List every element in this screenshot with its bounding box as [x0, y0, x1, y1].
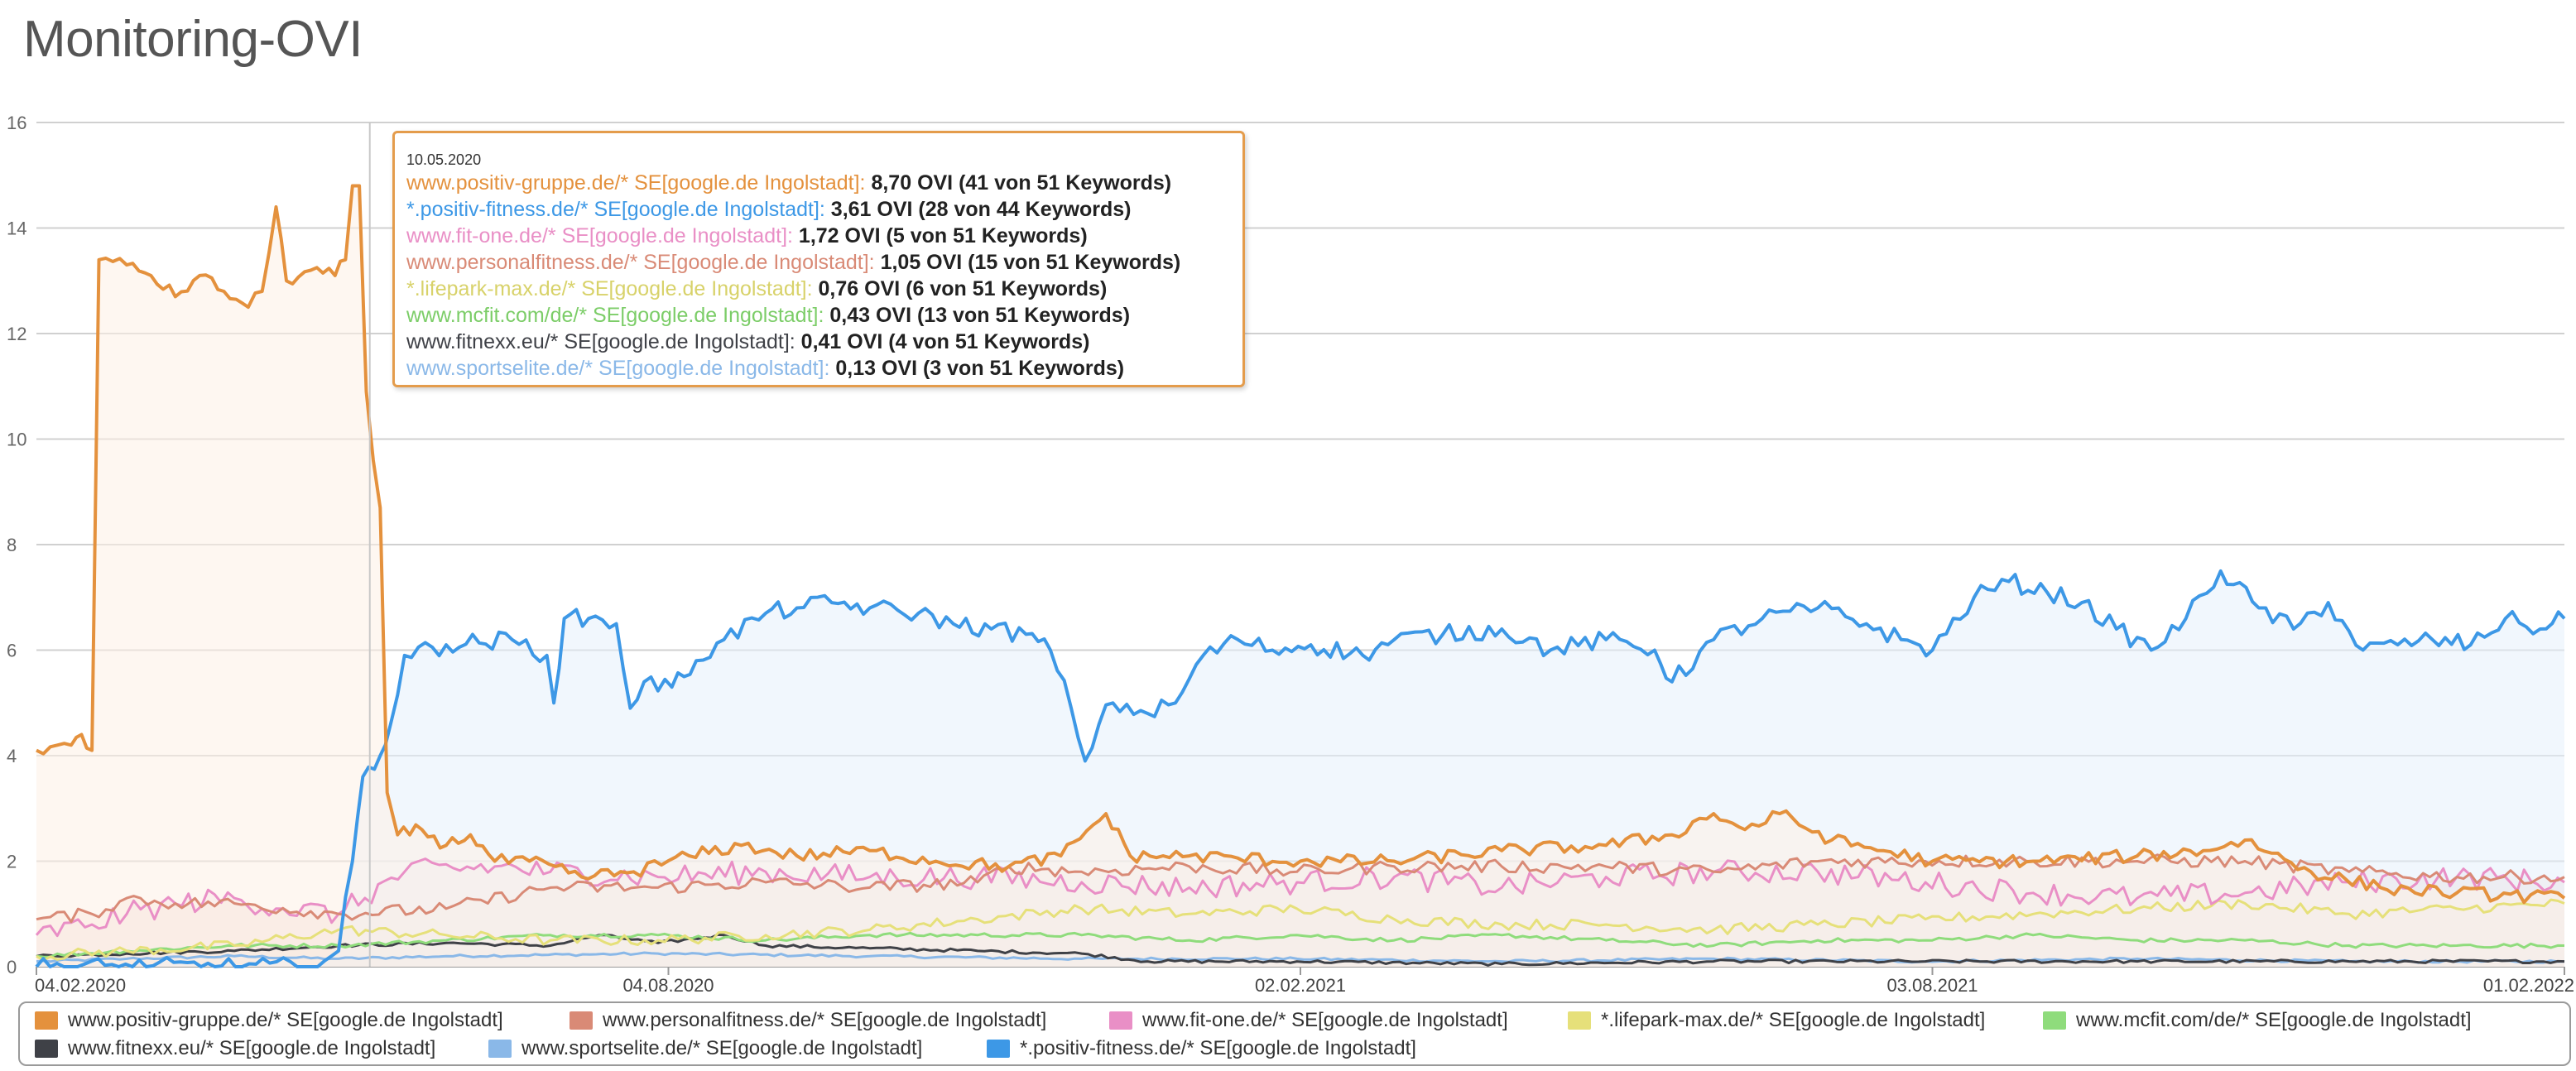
data-tooltip: 10.05.2020 www.positiv-gruppe.de/* SE[go…	[392, 131, 1245, 387]
y-axis-ticks: 0 2 4 6 8 10 12 14 16	[7, 113, 26, 977]
tooltip-series-value: 0,13 OVI (3 von 51 Keywords)	[829, 357, 1125, 380]
tooltip-row: *.positiv-fitness.de/* SE[google.de Ingo…	[406, 196, 1242, 223]
legend-item[interactable]: www.personalfitness.de/* SE[google.de In…	[570, 1008, 1046, 1033]
tooltip-series-label: www.mcfit.com/de/* SE[google.de Ingolsta…	[406, 304, 824, 327]
series-line-4[interactable]	[36, 898, 2565, 962]
tooltip-row: www.fit-one.de/* SE[google.de Ingolstadt…	[406, 223, 1242, 249]
legend-swatch	[1568, 1011, 1591, 1030]
legend-label: www.mcfit.com/de/* SE[google.de Ingolsta…	[2076, 1009, 2472, 1031]
legend-item[interactable]: www.sportselite.de/* SE[google.de Ingols…	[488, 1036, 922, 1061]
y-tick-label: 6	[7, 641, 17, 661]
y-tick-label: 14	[7, 219, 26, 239]
tooltip-series-value: 0,43 OVI (13 von 51 Keywords)	[824, 304, 1131, 327]
tooltip-series-value: 1,05 OVI (15 von 51 Keywords)	[874, 251, 1181, 274]
y-tick-label: 2	[7, 852, 17, 872]
y-tick-label: 16	[7, 113, 26, 133]
tooltip-row: www.personalfitness.de/* SE[google.de In…	[406, 249, 1242, 276]
legend-item[interactable]: www.fitnexx.eu/* SE[google.de Ingolstadt…	[35, 1036, 435, 1061]
tooltip-row: *.lifepark-max.de/* SE[google.de Ingolst…	[406, 276, 1242, 302]
legend-label: www.sportselite.de/* SE[google.de Ingols…	[521, 1037, 923, 1059]
series-line-6[interactable]	[36, 933, 2565, 967]
legend-label: *.lifepark-max.de/* SE[google.de Ingolst…	[1601, 1009, 1986, 1031]
legend-swatch	[2043, 1011, 2066, 1030]
y-tick-label: 8	[7, 535, 17, 555]
tooltip-date: 10.05.2020	[406, 151, 482, 168]
legend-label: www.fitnexx.eu/* SE[google.de Ingolstadt…	[68, 1037, 436, 1059]
legend-label: www.personalfitness.de/* SE[google.de In…	[603, 1009, 1047, 1031]
y-tick-label: 12	[7, 324, 26, 344]
series-line-7[interactable]	[36, 951, 2565, 964]
series-line-3[interactable]	[35, 857, 2565, 938]
legend-item[interactable]: www.positiv-gruppe.de/* SE[google.de Ing…	[35, 1008, 503, 1033]
ovi-area-chart[interactable]: 0 2 4 6 8 10 12 14 16 04.02.2020 04.08.2020 02.02.…	[0, 0, 2576, 993]
x-axis-ticks: 04.02.2020 04.08.2020 02.02.2021 03.08.2021…	[35, 967, 2574, 993]
page-title: Monitoring-OVI	[23, 11, 363, 68]
series-line-0[interactable]	[36, 184, 2566, 905]
tooltip-series-label: www.fit-one.de/* SE[google.de Ingolstadt…	[406, 224, 793, 247]
tooltip-series-value: 3,61 OVI (28 von 44 Keywords)	[824, 198, 1132, 221]
legend-swatch	[35, 1011, 58, 1030]
series-line-1[interactable]	[35, 569, 2566, 968]
legend-swatch	[570, 1011, 593, 1030]
x-tick-label: 03.08.2021	[1886, 975, 1978, 993]
chart-legend: www.positiv-gruppe.de/* SE[google.de Ing…	[18, 1001, 2571, 1066]
tooltip-series-value: 0,41 OVI (4 von 51 Keywords)	[795, 330, 1090, 353]
tooltip-series-label: www.sportselite.de/* SE[google.de Ingols…	[406, 357, 830, 380]
legend-item[interactable]: *.positiv-fitness.de/* SE[google.de Ingo…	[987, 1036, 1416, 1061]
tooltip-series-value: 8,70 OVI (41 von 51 Keywords)	[865, 171, 1172, 195]
series-lines	[35, 184, 2566, 968]
legend-label: www.fit-one.de/* SE[google.de Ingolstadt…	[1142, 1009, 1508, 1031]
x-tick-label: 04.08.2020	[622, 975, 714, 993]
tooltip-series-value: 1,72 OVI (5 von 51 Keywords)	[792, 224, 1088, 247]
legend-swatch	[35, 1040, 58, 1058]
tooltip-row: www.positiv-gruppe.de/* SE[google.de Ing…	[406, 170, 1242, 196]
legend-swatch	[987, 1040, 1010, 1058]
legend-label: www.positiv-gruppe.de/* SE[google.de Ing…	[68, 1009, 503, 1031]
tooltip-row: www.fitnexx.eu/* SE[google.de Ingolstadt…	[406, 329, 1242, 355]
legend-item[interactable]: www.fit-one.de/* SE[google.de Ingolstadt…	[1109, 1008, 1508, 1033]
legend-label: *.positiv-fitness.de/* SE[google.de Ingo…	[1020, 1037, 1416, 1059]
tooltip-series-label: www.positiv-gruppe.de/* SE[google.de Ing…	[406, 171, 866, 195]
legend-item[interactable]: *.lifepark-max.de/* SE[google.de Ingolst…	[1568, 1008, 1985, 1033]
y-tick-label: 10	[7, 430, 26, 450]
tooltip-row: www.sportselite.de/* SE[google.de Ingols…	[406, 355, 1242, 382]
x-tick-label: 04.02.2020	[35, 975, 126, 993]
tooltip-series-label: *.positiv-fitness.de/* SE[google.de Ingo…	[406, 198, 825, 221]
series-line-2[interactable]	[36, 853, 2565, 924]
tooltip-series-label: www.fitnexx.eu/* SE[google.de Ingolstadt…	[406, 330, 795, 353]
x-tick-label: 01.02.2022	[2483, 975, 2574, 993]
legend-item[interactable]: www.mcfit.com/de/* SE[google.de Ingolsta…	[2043, 1008, 2472, 1033]
x-tick-label: 02.02.2021	[1255, 975, 1346, 993]
tooltip-series-label: www.personalfitness.de/* SE[google.de In…	[406, 251, 875, 274]
legend-swatch	[488, 1040, 512, 1058]
y-tick-label: 0	[7, 957, 17, 977]
y-tick-label: 4	[7, 746, 17, 766]
tooltip-rows: www.positiv-gruppe.de/* SE[google.de Ing…	[406, 170, 1242, 382]
legend-swatch	[1109, 1011, 1132, 1030]
tooltip-row: www.mcfit.com/de/* SE[google.de Ingolsta…	[406, 302, 1242, 329]
tooltip-series-value: 0,76 OVI (6 von 51 Keywords)	[812, 277, 1108, 300]
tooltip-series-label: *.lifepark-max.de/* SE[google.de Ingolst…	[406, 277, 813, 300]
